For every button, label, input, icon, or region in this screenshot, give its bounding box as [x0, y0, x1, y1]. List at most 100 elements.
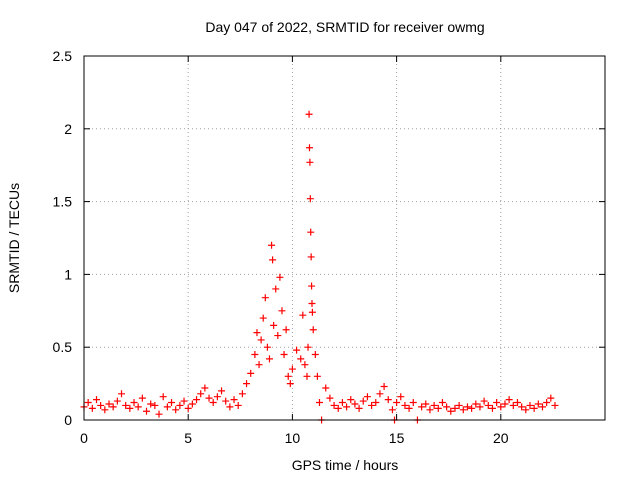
- data-point: [359, 397, 367, 405]
- data-point: [326, 394, 334, 402]
- data-point: [309, 326, 317, 334]
- data-point: [409, 399, 417, 407]
- x-tick-label: 20: [493, 430, 509, 446]
- data-point: [530, 404, 538, 412]
- data-point: [313, 372, 321, 380]
- data-point: [526, 401, 534, 409]
- data-point: [426, 406, 434, 414]
- data-point: [155, 410, 163, 418]
- data-point: [126, 404, 134, 412]
- y-tick-label: 0: [64, 412, 72, 428]
- data-point: [172, 406, 180, 414]
- data-point: [543, 399, 551, 407]
- data-point: [184, 404, 192, 412]
- x-tick-label: 0: [80, 430, 88, 446]
- data-point: [88, 404, 96, 412]
- data-point: [476, 403, 484, 411]
- data-point: [443, 403, 451, 411]
- data-point: [368, 401, 376, 409]
- data-point: [222, 397, 230, 405]
- chart-title: Day 047 of 2022, SRMTID for receiver owm…: [205, 19, 484, 35]
- y-tick-label: 1.5: [53, 194, 73, 210]
- data-point: [251, 350, 259, 358]
- data-point: [253, 329, 261, 337]
- x-tick-label: 10: [285, 430, 301, 446]
- data-point: [268, 241, 276, 249]
- data-point: [308, 300, 316, 308]
- data-point: [311, 350, 319, 358]
- data-point: [138, 394, 146, 402]
- x-tick-label: 5: [184, 430, 192, 446]
- y-tick-label: 2.5: [53, 48, 73, 64]
- data-point: [243, 380, 251, 388]
- data-point: [284, 372, 292, 380]
- data-point: [306, 195, 314, 203]
- data-point: [143, 407, 151, 415]
- data-point: [380, 383, 388, 391]
- data-point: [330, 401, 338, 409]
- y-axis-label: SRMTID / TECUs: [6, 183, 22, 293]
- data-point: [299, 311, 307, 319]
- data-point: [472, 400, 480, 408]
- data-point: [209, 399, 217, 407]
- data-point: [501, 400, 509, 408]
- data-point: [282, 326, 290, 334]
- data-point: [522, 406, 530, 414]
- data-point: [101, 406, 109, 414]
- data-point: [463, 403, 471, 411]
- data-point: [343, 403, 351, 411]
- data-point: [134, 403, 142, 411]
- data-point: [263, 343, 271, 351]
- data-point: [259, 314, 267, 322]
- data-point: [488, 404, 496, 412]
- data-point: [213, 393, 221, 401]
- data-point: [201, 384, 209, 392]
- data-point: [255, 361, 263, 369]
- data-point: [305, 144, 313, 152]
- data-point: [122, 401, 130, 409]
- data-point: [401, 401, 409, 409]
- data-point: [301, 361, 309, 369]
- data-point: [269, 256, 277, 264]
- data-point: [163, 403, 171, 411]
- data-point: [509, 401, 517, 409]
- data-point: [308, 282, 316, 290]
- data-point: [188, 400, 196, 408]
- data-point: [176, 401, 184, 409]
- data-point: [438, 399, 446, 407]
- data-point: [534, 400, 542, 408]
- data-point: [547, 394, 555, 402]
- data-point: [303, 372, 311, 380]
- data-point: [265, 355, 273, 363]
- data-point: [238, 390, 246, 398]
- data-point: [455, 401, 463, 409]
- data-point: [493, 399, 501, 407]
- data-point: [93, 396, 101, 404]
- data-point: [261, 294, 269, 302]
- data-point: [272, 285, 280, 293]
- data-point: [193, 396, 201, 404]
- data-point: [307, 228, 315, 236]
- data-point: [322, 384, 330, 392]
- data-point: [405, 404, 413, 412]
- data-point: [305, 110, 313, 118]
- data-point: [218, 387, 226, 395]
- data-point: [451, 404, 459, 412]
- data-point: [270, 321, 278, 329]
- data-point: [538, 403, 546, 411]
- data-point: [247, 369, 255, 377]
- data-point: [480, 397, 488, 405]
- data-point: [197, 390, 205, 398]
- data-point: [347, 396, 355, 404]
- data-point: [384, 396, 392, 404]
- axis-ticks: 0 0.5 1 1.5 2 2.5 0 5 10 15 20: [53, 48, 605, 446]
- data-point: [376, 390, 384, 398]
- data-point: [551, 401, 559, 409]
- data-point: [274, 332, 282, 340]
- data-point: [315, 399, 323, 407]
- data-point: [422, 400, 430, 408]
- data-point: [180, 397, 188, 405]
- y-tick-label: 0.5: [53, 339, 73, 355]
